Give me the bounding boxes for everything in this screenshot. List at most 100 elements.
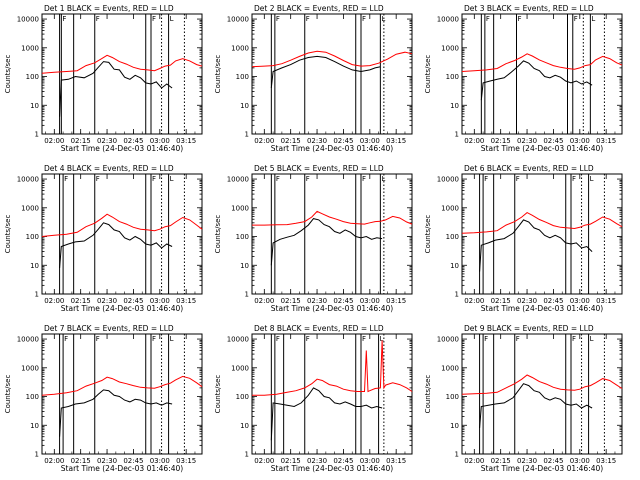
marker-flag: L — [381, 175, 385, 183]
y-axis-label: Counts/sec — [214, 375, 222, 414]
x-tick-label: 02:00 — [464, 297, 484, 305]
x-tick-label: 03:00 — [570, 457, 590, 465]
panel-title: Det 9 BLACK = Events, RED = LLD — [464, 324, 594, 333]
series-line-lld — [251, 50, 413, 68]
y-axis-label: Counts/sec — [4, 375, 12, 414]
marker-flag: F — [484, 335, 488, 343]
y-tick-label: 1000 — [231, 204, 249, 212]
series-line-events — [480, 60, 593, 101]
y-tick-label: 1000 — [21, 204, 39, 212]
x-tick-label: 02:30 — [307, 457, 327, 465]
marker-flag: L — [170, 175, 174, 183]
x-tick-label: 02:00 — [464, 137, 484, 145]
x-axis-label: Start Time (24-Dec-03 01:46:40) — [61, 464, 183, 473]
panel-title: Det 3 BLACK = Events, RED = LLD — [464, 4, 594, 13]
y-tick-label: 10 — [240, 422, 249, 430]
series-line-events — [59, 389, 173, 437]
marker-flag: F — [486, 15, 490, 23]
x-tick-label: 02:45 — [333, 297, 353, 305]
marker-flag: F — [276, 335, 280, 343]
panel-8: Det 8 BLACK = Events, RED = LLD 1 10 100 100… — [214, 324, 413, 473]
x-tick-label: 03:15 — [176, 457, 196, 465]
marker-flag: F — [306, 335, 310, 343]
y-tick-label: 10000 — [17, 176, 39, 184]
x-tick-label: 02:00 — [44, 137, 64, 145]
panel-9: Det 9 BLACK = Events, RED = LLD 1 10 100 100… — [424, 324, 623, 473]
x-tick-label: 03:15 — [386, 137, 406, 145]
panel-3: Det 3 BLACK = Events, RED = LLD 1 10 100 100… — [424, 4, 623, 153]
marker-flag: F — [306, 175, 310, 183]
x-tick-label: 03:00 — [150, 457, 170, 465]
series-line-events — [59, 222, 173, 269]
y-tick-label: 100 — [26, 393, 39, 401]
y-tick-label: 10 — [450, 262, 459, 270]
x-tick-label: 02:30 — [97, 137, 117, 145]
x-tick-label: 02:30 — [307, 297, 327, 305]
x-tick-label: 02:45 — [123, 457, 143, 465]
x-axis-label: Start Time (24-Dec-03 01:46:40) — [271, 304, 393, 313]
y-axis-label: Counts/sec — [4, 55, 12, 94]
series-line-events — [59, 61, 173, 117]
y-tick-label: 100 — [236, 233, 249, 241]
x-tick-label: 02:45 — [543, 297, 563, 305]
plot-frame — [251, 13, 413, 135]
panel-title: Det 7 BLACK = Events, RED = LLD — [44, 324, 174, 333]
x-axis-label: Start Time (24-Dec-03 01:46:40) — [481, 464, 603, 473]
marker-flag: F — [152, 175, 156, 183]
y-tick-label: 1000 — [21, 44, 39, 52]
marker-flag: F — [152, 15, 156, 23]
y-axis-label: Counts/sec — [4, 215, 12, 254]
series-line-lld — [41, 375, 203, 396]
x-tick-label: 02:15 — [281, 137, 301, 145]
x-tick-label: 02:00 — [254, 297, 274, 305]
x-tick-label: 03:00 — [150, 297, 170, 305]
x-tick-label: 03:15 — [596, 457, 616, 465]
x-axis-label: Start Time (24-Dec-03 01:46:40) — [481, 304, 603, 313]
plot-frame — [251, 173, 413, 295]
series-line-lld — [461, 53, 623, 72]
x-tick-label: 02:45 — [123, 137, 143, 145]
x-axis-label: Start Time (24-Dec-03 01:46:40) — [61, 144, 183, 153]
panel-title: Det 6 BLACK = Events, RED = LLD — [464, 164, 594, 173]
series-line-lld — [41, 213, 203, 237]
panel-2: Det 2 BLACK = Events, RED = LLD 1 10 100 100… — [214, 4, 413, 153]
y-tick-label: 10 — [240, 102, 249, 110]
plot-frame — [41, 13, 203, 135]
x-tick-label: 02:30 — [517, 137, 537, 145]
x-tick-label: 03:00 — [360, 297, 380, 305]
x-axis-label: Start Time (24-Dec-03 01:46:40) — [271, 144, 393, 153]
marker-flag: F — [96, 15, 100, 23]
x-tick-label: 02:00 — [44, 297, 64, 305]
y-tick-label: 100 — [446, 393, 459, 401]
y-tick-label: 1 — [455, 131, 459, 139]
y-tick-label: 100 — [446, 233, 459, 241]
x-tick-label: 03:15 — [176, 297, 196, 305]
y-tick-label: 10000 — [17, 336, 39, 344]
y-tick-label: 10 — [30, 102, 39, 110]
y-axis-label: Counts/sec — [214, 55, 222, 94]
marker-flag: F — [518, 15, 522, 23]
x-tick-label: 02:15 — [281, 297, 301, 305]
y-tick-label: 1000 — [231, 44, 249, 52]
marker-flag: F — [152, 335, 156, 343]
series-line-lld — [461, 212, 623, 234]
y-tick-label: 10 — [30, 422, 39, 430]
series-line-events — [270, 218, 383, 266]
marker-flag: F — [306, 15, 310, 23]
x-tick-label: 03:15 — [386, 457, 406, 465]
y-axis-label: Counts/sec — [424, 215, 432, 254]
x-tick-label: 02:45 — [333, 457, 353, 465]
y-axis-label: Counts/sec — [424, 375, 432, 414]
series-line-events — [479, 219, 593, 272]
series-line-events — [479, 383, 593, 429]
y-axis-label: Counts/sec — [424, 55, 432, 94]
y-tick-label: 100 — [446, 73, 459, 81]
y-tick-label: 1 — [35, 451, 39, 459]
y-tick-label: 10000 — [17, 16, 39, 24]
x-tick-label: 02:15 — [281, 457, 301, 465]
panel-title: Det 2 BLACK = Events, RED = LLD — [254, 4, 384, 13]
y-tick-label: 1 — [245, 291, 249, 299]
y-tick-label: 10 — [450, 102, 459, 110]
plot-frame — [461, 333, 623, 455]
y-tick-label: 1000 — [441, 44, 459, 52]
